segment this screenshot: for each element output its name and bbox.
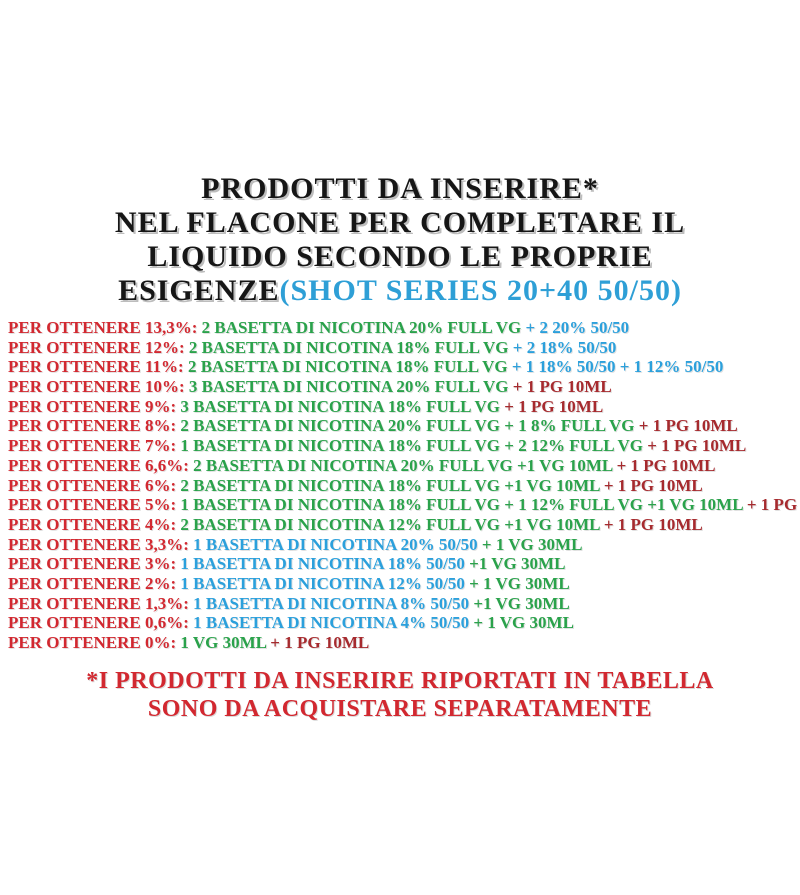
recipe-segment-dark_red: + 1 PG 10ML (603, 514, 703, 534)
recipe-segment-red: PER OTTENERE 3,3%: (8, 534, 194, 554)
recipe-segment-green: 2 BASETTA DI NICOTINA 18% FULL VG +1 VG … (180, 475, 604, 495)
title-line-3: LIQUIDO SECONDO LE PROPRIE (147, 240, 653, 273)
recipe-segment-dark_red: + 1 PG 10ML (616, 455, 716, 475)
recipe-line: PER OTTENERE 5%: 1 BASETTA DI NICOTINA 1… (8, 495, 800, 515)
recipe-line: PER OTTENERE 7%: 1 BASETTA DI NICOTINA 1… (8, 436, 800, 456)
recipe-segment-green: +1 VG 30ML (473, 593, 570, 613)
recipe-segment-green: 2 BASETTA DI NICOTINA 18% FULL VG (188, 337, 513, 357)
recipe-segment-green: 1 VG 30ML (180, 633, 271, 652)
recipe-segment-blue: 1 BASETTA DI NICOTINA 8% 50/50 (193, 593, 474, 613)
recipe-line: PER OTTENERE 12%: 2 BASETTA DI NICOTINA … (8, 338, 800, 358)
recipe-line: PER OTTENERE 9%: 3 BASETTA DI NICOTINA 1… (8, 397, 800, 417)
recipe-segment-red: PER OTTENERE 1,3%: (8, 593, 194, 613)
recipe-segment-green: 1 BASETTA DI NICOTINA 18% FULL VG + 2 12… (180, 436, 648, 456)
recipe-segment-green: + 1 VG 30ML (481, 534, 583, 554)
recipe-line: PER OTTENERE 6%: 2 BASETTA DI NICOTINA 1… (8, 476, 800, 496)
recipe-segment-red: PER OTTENERE 7%: (8, 436, 181, 456)
recipe-segment-blue: + 2 18% 50/50 (512, 337, 617, 357)
footnote-line-1: *I PRODOTTI DA INSERIRE RIPORTATI IN TAB… (86, 667, 714, 694)
recipe-list: PER OTTENERE 13,3%: 2 BASETTA DI NICOTIN… (0, 318, 800, 653)
title-line-2: NEL FLACONE PER COMPLETARE IL (114, 206, 686, 239)
recipe-segment-dark_red: + 1 PG 10ML (504, 396, 604, 416)
footnote: *I PRODOTTI DA INSERIRE RIPORTATI IN TAB… (0, 667, 800, 723)
recipe-segment-dark_red: + 1 PG 10ML (512, 377, 612, 397)
recipe-line: PER OTTENERE 3,3%: 1 BASETTA DI NICOTINA… (8, 535, 800, 555)
recipe-line: PER OTTENERE 4%: 2 BASETTA DI NICOTINA 1… (8, 515, 800, 535)
recipe-segment-green: +1 VG 30ML (469, 554, 566, 574)
recipe-segment-green: 3 BASETTA DI NICOTINA 18% FULL VG (180, 396, 505, 416)
title-line-4-shot-series: (SHOT SERIES 20+40 50/50) (279, 274, 682, 307)
recipe-segment-red: PER OTTENERE 11%: (8, 357, 188, 377)
recipe-segment-blue: + 2 20% 50/50 (525, 318, 630, 337)
recipe-line: PER OTTENERE 10%: 3 BASETTA DI NICOTINA … (8, 377, 800, 397)
recipe-segment-blue: 1 BASETTA DI NICOTINA 4% 50/50 (193, 613, 474, 633)
page-title: PRODOTTI DA INSERIRE* NEL FLACONE PER CO… (0, 0, 800, 308)
title-line-1: PRODOTTI DA INSERIRE* (201, 172, 599, 205)
recipe-segment-red: PER OTTENERE 8%: (8, 416, 181, 436)
recipe-segment-dark_red: + 1 PG 10ML (647, 436, 747, 456)
recipe-segment-green: 2 BASETTA DI NICOTINA 20% FULL VG (201, 318, 526, 337)
recipe-segment-red: PER OTTENERE 6%: (8, 475, 181, 495)
recipe-line: PER OTTENERE 8%: 2 BASETTA DI NICOTINA 2… (8, 416, 800, 436)
recipe-line: PER OTTENERE 1,3%: 1 BASETTA DI NICOTINA… (8, 594, 800, 614)
recipe-line: PER OTTENERE 6,6%: 2 BASETTA DI NICOTINA… (8, 456, 800, 476)
recipe-segment-green: + 1 VG 30ML (473, 613, 574, 633)
title-line-4-black: ESIGENZE (118, 274, 280, 307)
recipe-line: PER OTTENERE 0,6%: 1 BASETTA DI NICOTINA… (8, 613, 800, 633)
recipe-segment-red: PER OTTENERE 10%: (8, 377, 189, 397)
recipe-segment-red: PER OTTENERE 3%: (8, 554, 181, 574)
recipe-segment-red: PER OTTENERE 13,3%: (8, 318, 202, 337)
recipe-segment-green: 3 BASETTA DI NICOTINA 20% FULL VG (188, 377, 513, 397)
recipe-segment-red: PER OTTENERE 2%: (8, 573, 181, 593)
recipe-segment-red: PER OTTENERE 9%: (8, 396, 181, 416)
recipe-segment-blue: + 1 18% 50/50 + 1 12% 50/50 (511, 357, 724, 377)
recipe-segment-green: 2 BASETTA DI NICOTINA 20% FULL VG +1 VG … (193, 455, 617, 475)
recipe-segment-green: + 1 VG 30ML (469, 573, 570, 593)
recipe-segment-red: PER OTTENERE 4%: (8, 514, 181, 534)
recipe-segment-dark_red: + 1 PG 10ML (270, 633, 370, 652)
footnote-line-2: SONO DA ACQUISTARE SEPARATAMENTE (147, 695, 653, 722)
recipe-segment-red: PER OTTENERE 0%: (8, 633, 181, 652)
recipe-segment-red: PER OTTENERE 6,6%: (8, 455, 194, 475)
recipe-line: PER OTTENERE 13,3%: 2 BASETTA DI NICOTIN… (8, 318, 800, 338)
recipe-segment-red: PER OTTENERE 5%: (8, 495, 181, 515)
recipe-line: PER OTTENERE 11%: 2 BASETTA DI NICOTINA … (8, 357, 800, 377)
recipe-segment-green: 2 BASETTA DI NICOTINA 18% FULL VG (187, 357, 512, 377)
recipe-line: PER OTTENERE 3%: 1 BASETTA DI NICOTINA 1… (8, 554, 800, 574)
recipe-segment-blue: 1 BASETTA DI NICOTINA 18% 50/50 (180, 554, 470, 574)
recipe-segment-green: 1 BASETTA DI NICOTINA 18% FULL VG + 1 12… (180, 495, 747, 515)
recipe-segment-dark_red: + 1 PG 10ML (638, 416, 738, 436)
recipe-segment-red: PER OTTENERE 0,6%: (8, 613, 194, 633)
recipe-segment-blue: 1 BASETTA DI NICOTINA 20% 50/50 (193, 534, 482, 554)
recipe-segment-green: 2 BASETTA DI NICOTINA 12% FULL VG +1 VG … (180, 514, 604, 534)
recipe-segment-blue: 1 BASETTA DI NICOTINA 12% 50/50 (180, 573, 470, 593)
recipe-line: PER OTTENERE 2%: 1 BASETTA DI NICOTINA 1… (8, 574, 800, 594)
recipe-segment-dark_red: + 1 PG 10ML (603, 475, 703, 495)
recipe-line: PER OTTENERE 0%: 1 VG 30ML + 1 PG 10ML (8, 633, 800, 653)
title-line-4: ESIGENZE(SHOT SERIES 20+40 50/50) (0, 274, 800, 308)
recipe-segment-dark_red: + 1 PG 10ML (746, 495, 800, 515)
recipe-segment-green: 2 BASETTA DI NICOTINA 20% FULL VG + 1 8%… (180, 416, 639, 436)
recipe-segment-red: PER OTTENERE 12%: (8, 337, 189, 357)
